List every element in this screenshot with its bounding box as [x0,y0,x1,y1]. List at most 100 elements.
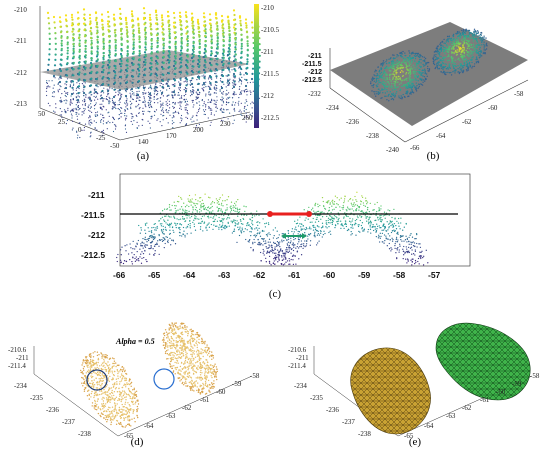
cloud-point [400,64,402,67]
cloud-point [459,65,462,67]
spike-point [95,84,98,87]
profile-point [173,215,175,217]
spike-point [156,45,159,48]
cloud-point [456,38,458,41]
spike-point [240,39,243,42]
cloud-point [386,89,388,91]
profile-point [412,241,414,243]
spike-point [149,79,153,82]
spike-point [198,60,201,64]
cloud-point [468,31,471,33]
point-clouds [370,28,488,102]
cloud-point [408,61,410,63]
cloud-point [481,44,483,46]
profile-point [349,198,351,201]
cloud-point [473,30,475,32]
cloud-point [401,98,403,100]
spike-point [78,39,81,42]
cloud-point [485,42,488,44]
spike-point [198,52,201,55]
profile-point [148,253,151,255]
plot-frame [119,173,471,267]
spike-point [178,18,182,22]
scatter-point [106,122,108,124]
profile-point [250,227,252,229]
cloud-point [438,48,441,51]
profile-point [237,208,239,211]
profile-point [292,255,294,257]
profile-point [144,244,146,246]
scatter-point [53,110,55,112]
scatter-point [151,88,153,90]
scatter-point [124,119,127,121]
spike-point [131,75,135,78]
profile-point [322,233,325,236]
profile-point [201,221,203,223]
scatter-point [245,112,247,114]
scatter-point [207,85,209,87]
cloud-point [376,77,378,79]
profile-point [286,260,289,262]
spike-point [108,51,111,54]
spike-point [220,86,224,90]
cloud-point [374,93,376,95]
scatter-point [202,88,204,90]
profile-point [379,232,381,234]
cloud-point [409,85,411,87]
spike-point [143,74,147,77]
profile-point [149,247,151,250]
scatter-point [91,122,93,124]
profile-point [140,229,143,231]
profile-point [379,237,381,239]
cloud-point [467,55,470,57]
profile-point [191,198,193,200]
profile-point [230,209,233,211]
profile-point [415,261,417,263]
profile-point [268,255,271,258]
profile-point [378,210,380,212]
scatter-point [241,81,243,83]
profile-point [391,230,394,232]
profile-point [152,248,154,250]
profile-point [186,210,188,212]
spike-point [108,41,111,44]
scatter-point [244,89,246,91]
scatter-point [198,93,200,95]
spike-point [101,33,105,37]
scatter-point [125,131,128,133]
profile-point [325,220,327,222]
spike-point [174,61,177,64]
cloud-point [392,77,394,80]
profile-point [169,226,171,228]
spike-point [203,51,206,55]
cloud-point [443,49,445,51]
profile-point [123,260,126,262]
scatter-point [105,109,107,111]
profile-point [224,211,227,214]
cloud-point [458,41,460,44]
profile-point [268,232,270,234]
spike-point [148,92,152,96]
profile-point [322,200,324,203]
spike-point [130,87,134,91]
cloud-point [459,34,461,37]
scatter-point [161,82,163,84]
scatter-point [234,110,236,112]
cloud-point [446,68,448,70]
spike-point [192,55,195,58]
profile-point [396,249,398,251]
spike-point [197,82,200,85]
spike-point [144,31,147,34]
cloud-point [467,34,469,37]
profile-point [288,263,290,265]
profile-point [147,227,149,229]
spike-point [144,48,147,51]
profile-point [276,249,279,251]
scatter-point [82,90,84,92]
cloud-point [407,87,409,90]
profile-point [197,200,199,202]
spike-point [198,58,201,61]
spike-point [202,12,206,15]
profile-point [170,224,172,226]
profile-point [314,236,316,238]
